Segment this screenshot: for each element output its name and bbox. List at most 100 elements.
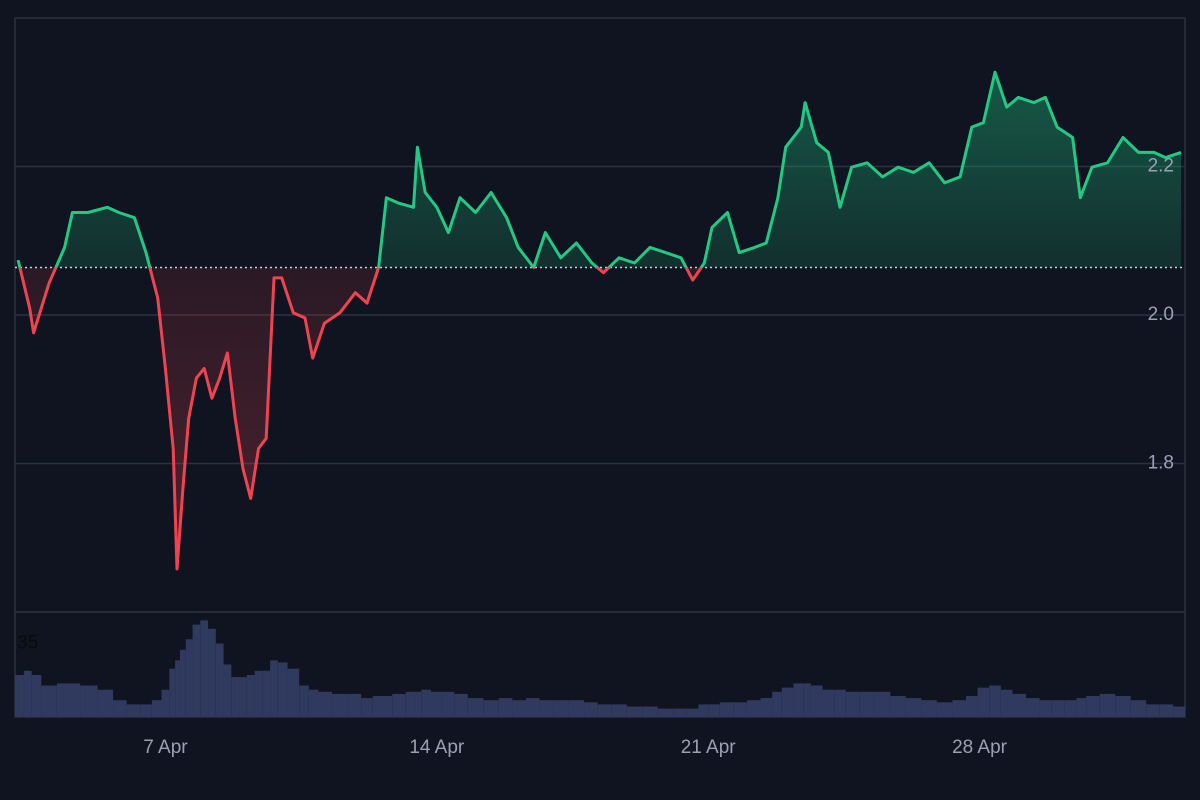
volume-bar xyxy=(611,704,627,717)
volume-bar xyxy=(657,708,674,717)
volume-bar xyxy=(140,704,152,717)
volume-bar xyxy=(68,683,81,717)
volume-bar xyxy=(332,693,348,717)
volume-bar xyxy=(905,698,922,717)
volume-bar xyxy=(483,700,499,717)
y-tick-label: 1.8 xyxy=(1148,453,1174,474)
volume-bar xyxy=(512,700,526,717)
volume-bar xyxy=(890,696,906,717)
volume-bar xyxy=(1173,706,1185,717)
volume-bar xyxy=(308,689,319,717)
y-tick-label: 2.0 xyxy=(1148,304,1174,325)
volume-bar xyxy=(1130,700,1147,717)
volume-bar xyxy=(810,685,823,717)
volume-bar xyxy=(299,685,309,717)
volume-bar xyxy=(161,689,170,717)
volume-bar xyxy=(498,698,513,717)
volume-bar xyxy=(781,687,794,717)
volume-bar xyxy=(822,689,835,717)
volume-bar xyxy=(113,700,127,717)
volume-bar xyxy=(277,662,288,717)
volume-bar xyxy=(686,708,699,717)
volume-bar xyxy=(318,691,333,717)
volume-bar xyxy=(246,675,255,717)
volume-bar xyxy=(223,664,232,717)
volume-bar xyxy=(200,620,209,717)
volume-bar xyxy=(415,691,422,717)
volume-bar xyxy=(15,675,24,717)
x-tick-label: 14 Apr xyxy=(409,737,465,758)
volume-bar xyxy=(239,677,247,717)
volume-bar xyxy=(859,691,875,717)
volume-bar xyxy=(179,649,186,717)
volume-bar xyxy=(1086,696,1100,717)
volume-bar xyxy=(1115,696,1131,717)
volume-bar xyxy=(287,668,300,717)
volume-bar xyxy=(169,668,176,717)
volume-bar xyxy=(208,628,216,717)
volume-bar xyxy=(989,685,1001,717)
volume-bar xyxy=(1064,700,1077,717)
volume-bar xyxy=(1146,704,1160,717)
volume-bar xyxy=(175,660,180,717)
volume-bar xyxy=(185,639,193,717)
volume-bar xyxy=(254,670,263,717)
volume-bar xyxy=(23,670,32,717)
volume-bar xyxy=(382,696,393,717)
volume-bar xyxy=(361,698,373,717)
volume-bar xyxy=(270,660,278,717)
volume-bar xyxy=(347,693,362,717)
volume-bar xyxy=(845,691,860,717)
volume-bar xyxy=(673,708,687,717)
volume-bar xyxy=(642,706,658,717)
x-tick-label: 21 Apr xyxy=(681,737,737,758)
volume-bar xyxy=(215,643,224,717)
volume-bar xyxy=(733,702,747,717)
volume-bar xyxy=(568,700,585,717)
volume-tick-label: 35 xyxy=(17,633,38,654)
volume-bar xyxy=(803,683,811,717)
volume-bar xyxy=(874,691,891,717)
volume-bar xyxy=(584,702,598,717)
volume-bar xyxy=(262,670,271,717)
volume-bar xyxy=(1099,693,1116,717)
volume-bar xyxy=(1000,689,1013,717)
volume-bar xyxy=(442,691,455,717)
volume-bar xyxy=(151,700,162,717)
baseline-area xyxy=(18,72,1182,569)
volume-bar xyxy=(772,691,782,717)
volume-bar xyxy=(97,689,114,717)
price-line xyxy=(16,70,1182,571)
volume-bar xyxy=(467,698,484,717)
volume-bar xyxy=(41,685,57,717)
volume-bar xyxy=(708,704,720,717)
volume-bar xyxy=(126,704,141,717)
volume-bar xyxy=(392,693,406,717)
volume-bar xyxy=(597,704,612,717)
volume-bar xyxy=(372,696,383,717)
volume-bar xyxy=(936,702,953,717)
x-tick-label: 7 Apr xyxy=(143,737,188,758)
volume-bar xyxy=(1051,700,1065,717)
volume-bar xyxy=(1012,693,1027,717)
volume-bar xyxy=(1039,700,1052,717)
volume-bar xyxy=(421,689,431,717)
x-tick-label: 28 Apr xyxy=(952,737,1008,758)
volume-bar xyxy=(80,685,98,717)
volume-bar xyxy=(921,700,937,717)
volume-bar xyxy=(31,675,42,717)
volume-bar xyxy=(405,691,416,717)
volume-bar xyxy=(192,624,201,717)
volume-bar xyxy=(965,696,978,717)
volume-bar xyxy=(626,706,643,717)
volume-bar xyxy=(56,683,69,717)
volume-bar xyxy=(1076,698,1087,717)
volume-bar xyxy=(1159,704,1174,717)
volume-bar xyxy=(760,698,773,717)
y-tick-label: 2.2 xyxy=(1148,156,1174,177)
volume-bar xyxy=(698,704,709,717)
volume-bar xyxy=(525,698,540,717)
volume-bar xyxy=(553,700,569,717)
volume-bar xyxy=(952,700,966,717)
